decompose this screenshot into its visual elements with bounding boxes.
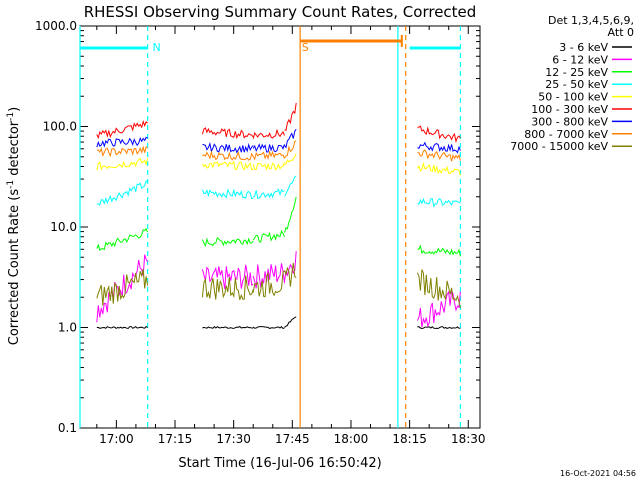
series-line (417, 149, 461, 162)
y-axis-label: Corrected Count Rate (s-1 detector-1) (6, 107, 22, 345)
series-line (417, 125, 461, 144)
x-axis-label: Start Time (16-Jul-06 16:50:42) (178, 456, 381, 471)
legend-label: 800 - 7000 keV (524, 128, 608, 141)
y-tick-label: 10.0 (50, 220, 77, 234)
flag-annotation: N (153, 41, 161, 54)
y-tick-label: 0.1 (58, 421, 77, 435)
series-line (417, 141, 461, 154)
x-tick-label: 18:15 (392, 432, 427, 446)
series-line (416, 161, 461, 176)
y-tick-label: 1000.0 (35, 19, 77, 33)
legend-label: 100 - 300 keV (531, 103, 608, 116)
series-line (416, 269, 461, 309)
y-tick-label: 100.0 (43, 120, 77, 134)
series-line (96, 153, 297, 172)
series-line (96, 262, 297, 306)
x-tick-label: 18:30 (451, 432, 486, 446)
legend-header: Att 0 (608, 26, 634, 39)
x-tick-label: 17:15 (158, 432, 193, 446)
series-line (96, 140, 297, 161)
x-tick-label: 18:00 (334, 432, 369, 446)
x-tick-label: 17:45 (275, 432, 310, 446)
series-line (96, 175, 297, 206)
y-tick-label: 1.0 (58, 321, 77, 335)
series-line (96, 128, 297, 154)
series-line (417, 326, 461, 330)
series-line (96, 102, 297, 140)
chart-title: RHESSI Observing Summary Count Rates, Co… (84, 3, 477, 21)
legend-header: Det 1,3,4,5,6,9, (548, 14, 634, 27)
series-line (417, 244, 461, 257)
legend-label: 12 - 25 keV (545, 66, 608, 79)
series-line (96, 316, 297, 330)
series-line (416, 288, 461, 328)
flag-annotation: S (302, 41, 309, 54)
legend-label: 300 - 800 keV (531, 115, 608, 128)
series-line (96, 196, 297, 251)
x-tick-label: 17:00 (99, 432, 134, 446)
footer-date: 16-Oct-2021 04:56 (560, 469, 636, 478)
legend-label: 50 - 100 keV (538, 91, 608, 104)
legend-label: 7000 - 15000 keV (510, 140, 608, 153)
x-tick-label: 17:30 (216, 432, 251, 446)
series-line (417, 197, 461, 208)
legend-label: 25 - 50 keV (545, 78, 608, 91)
legend-label: 3 - 6 keV (559, 41, 608, 54)
legend-label: 6 - 12 keV (552, 53, 608, 66)
plot-area: 0.1 1.0 10.0 100.0 1000.0 17:00 17:15 17:30 17:4… (35, 19, 486, 446)
